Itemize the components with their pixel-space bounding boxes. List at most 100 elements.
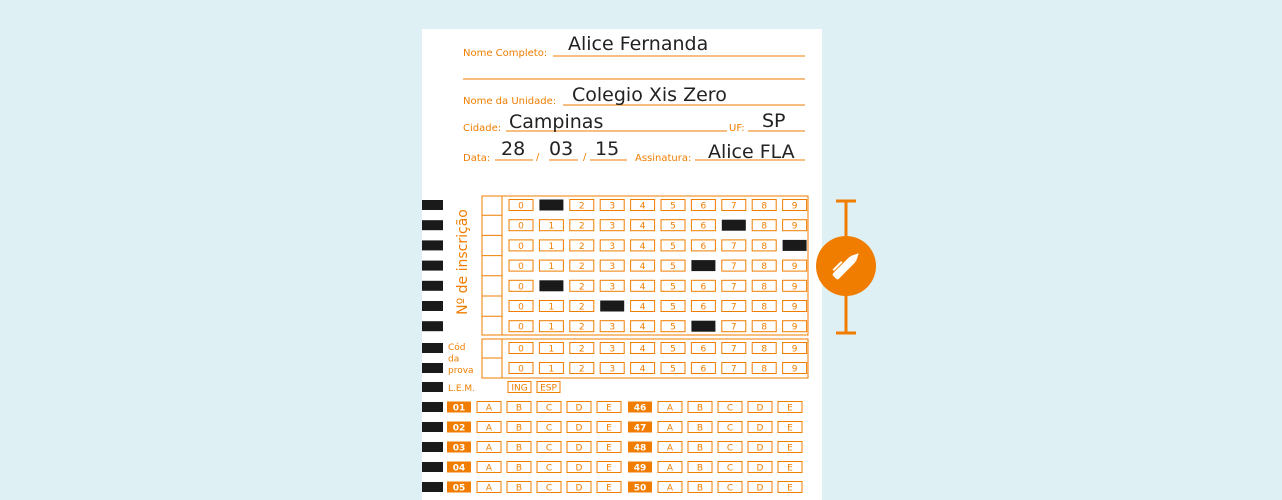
- bubble-label: 8: [761, 323, 767, 333]
- bubble: [506, 441, 532, 453]
- bubble-label: C: [546, 484, 552, 494]
- bubble: [566, 481, 592, 493]
- bubble: [657, 421, 683, 433]
- bubble-label: B: [516, 444, 522, 454]
- bubble: [747, 441, 773, 453]
- bubble: [630, 239, 656, 252]
- question-number: 01: [453, 404, 466, 414]
- bubble-label: 0: [518, 242, 524, 252]
- bubble-label: A: [667, 484, 674, 494]
- bubble: [536, 381, 561, 393]
- bubble: [660, 199, 686, 211]
- timing-mark: [422, 260, 443, 271]
- bubble: [569, 219, 595, 232]
- bubble: [596, 421, 622, 433]
- bubble-label: C: [727, 424, 733, 434]
- bubble: [538, 320, 564, 333]
- bubble-label: D: [576, 484, 583, 494]
- bubble-label: C: [546, 404, 552, 414]
- bubble: [476, 421, 502, 433]
- label: Nome da Unidade:: [463, 96, 556, 107]
- bubble-label: D: [757, 464, 764, 474]
- bubble: [536, 461, 562, 473]
- bubble: [630, 279, 656, 292]
- bubble-label: 5: [670, 323, 676, 333]
- bubble: [687, 421, 713, 433]
- bubble: [690, 300, 716, 312]
- bubble-label: 5: [670, 202, 676, 212]
- bubble: [630, 199, 656, 211]
- timing-mark: [422, 321, 443, 332]
- bubble-label: 0: [518, 303, 524, 313]
- question-number: 02: [453, 424, 466, 434]
- question-number: 03: [453, 444, 466, 454]
- bubble-label: 2: [579, 365, 585, 375]
- pen-badge: [816, 199, 876, 335]
- bubble-label: D: [576, 424, 583, 434]
- bubble-label: 4: [640, 222, 646, 232]
- question-number: 47: [634, 424, 647, 434]
- bubble-label: C: [546, 464, 552, 474]
- bubble: [599, 239, 625, 252]
- bubble: [721, 320, 747, 333]
- bubble: [687, 461, 713, 473]
- bubble-label: E: [787, 404, 793, 414]
- bubble: [721, 239, 747, 252]
- bubble-label: 5: [670, 242, 676, 252]
- bubble-label: 4: [640, 345, 646, 355]
- bubble: [717, 461, 743, 473]
- bubble: [690, 219, 716, 232]
- label: Assinatura:: [635, 153, 691, 164]
- bubble: [506, 421, 532, 433]
- bubble: [566, 441, 592, 453]
- bubble: [536, 441, 562, 453]
- bubble: [660, 362, 686, 374]
- bubble-label: A: [486, 464, 493, 474]
- bubble-label: 0: [518, 262, 524, 272]
- handwriting: 03: [549, 138, 573, 160]
- bubble: [687, 401, 713, 413]
- bubble: [596, 461, 622, 473]
- label: Data:: [463, 153, 490, 164]
- bubble: [599, 279, 625, 292]
- bubble: [751, 320, 777, 333]
- bubble: [506, 461, 532, 473]
- bubble-label: 9: [792, 365, 798, 375]
- bubble-grid: 0 2 3 4 5 6 7 8 90 1 2 3 4 5 6 8 90 1 2 3 4 5 6 7 80 1 2 3 4 5 7 8 90 2 3 4…: [422, 199, 808, 494]
- bubble: [690, 199, 716, 211]
- bubble: [657, 441, 683, 453]
- bubble-label: 7: [731, 242, 737, 252]
- bubble: [660, 259, 686, 272]
- bubble: [599, 342, 625, 354]
- bubble: [599, 362, 625, 374]
- bubble: [596, 441, 622, 453]
- bubble-label: 7: [731, 303, 737, 313]
- bubble-label: E: [787, 444, 793, 454]
- bubble-label: 5: [670, 303, 676, 313]
- bubble: [506, 401, 532, 413]
- bubble-label: 4: [640, 323, 646, 333]
- handwriting: SP: [762, 110, 786, 132]
- question-number: 49: [634, 464, 647, 474]
- bubble: [630, 342, 656, 354]
- bubble: [782, 362, 808, 374]
- bubble-label: 2: [579, 323, 585, 333]
- bubble-label: 5: [670, 282, 676, 292]
- bubble-label: 9: [792, 262, 798, 272]
- bubble-label: 7: [731, 202, 737, 212]
- bubble: [660, 300, 686, 312]
- bubble-label: 8: [761, 202, 767, 212]
- bubble: [508, 320, 534, 333]
- bubble-label: 9: [792, 345, 798, 355]
- registration-frame: [481, 195, 809, 336]
- bubble: [599, 320, 625, 333]
- filled-bubble: [539, 199, 564, 211]
- bubble-label: 0: [518, 222, 524, 232]
- bubble: [657, 401, 683, 413]
- handwriting: 28: [501, 138, 525, 160]
- bubble: [569, 342, 595, 354]
- timing-mark: [422, 363, 443, 373]
- bubble-label: B: [516, 464, 522, 474]
- bubble-label: E: [787, 464, 793, 474]
- bubble: [596, 481, 622, 493]
